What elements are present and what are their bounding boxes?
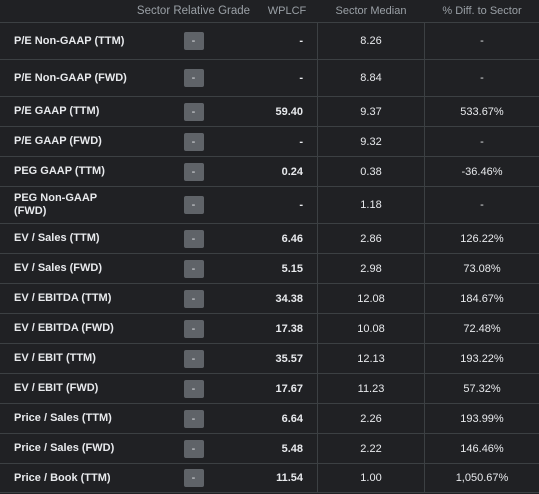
diff-value: - [480,72,484,84]
grade-badge[interactable]: - [183,319,204,338]
company-value: 11.54 [276,472,303,484]
table-row: PEG Non-GAAP (FWD) - - 1.18 - [0,186,539,223]
metric-label: EV / EBIT (FWD) [14,382,99,394]
company-value: 6.64 [281,412,303,425]
grade-badge[interactable]: - [183,409,204,428]
company-value: - [299,35,303,47]
sector-median-value: 1.18 [317,187,425,223]
table-row: P/E Non-GAAP (FWD) - - 8.84 - [0,59,539,96]
grade-badge[interactable]: - [183,132,204,151]
company-value: - [299,72,303,84]
company-value: 5.15 [281,262,303,275]
diff-value: -36.46% [461,165,503,178]
sector-median-value: 2.22 [317,434,425,463]
metric-label: Price / Sales (TTM) [14,412,112,424]
company-value: 35.57 [275,352,303,365]
table-header: Sector Relative Grade WPLCF Sector Media… [0,0,539,22]
sector-median-value: 10.08 [317,314,425,343]
metric-label: P/E GAAP (FWD) [14,135,102,147]
diff-value: 73.08% [463,262,501,275]
sector-median-value: 8.26 [317,23,425,59]
grade-badge[interactable]: - [183,439,204,458]
diff-value: 126.22% [460,232,504,245]
metric-label: EV / EBITDA (TTM) [14,292,112,304]
sector-median-value: 0.38 [317,157,425,186]
sector-median-value: 2.86 [317,224,425,253]
table-row: EV / Sales (FWD) - 5.15 2.98 73.08% [0,253,539,283]
metric-label: PEG GAAP (TTM) [14,165,105,177]
company-value: 17.38 [275,322,303,335]
company-value: 0.24 [281,165,303,178]
diff-value: - [480,135,484,148]
header-sector-median[interactable]: Sector Median [335,5,407,17]
sector-median-value: 9.32 [317,127,425,156]
diff-value: - [480,199,484,211]
header-diff-to-sector[interactable]: % Diff. to Sector [442,5,522,17]
diff-value: 72.48% [463,322,501,335]
metric-label: P/E Non-GAAP (TTM) [14,34,125,47]
sector-median-value: 12.08 [317,284,425,313]
diff-value: 1,050.67% [455,472,509,484]
sector-median-value: 2.26 [317,404,425,433]
grade-badge[interactable]: - [183,289,204,308]
table-row: EV / EBITDA (TTM) - 34.38 12.08 184.67% [0,283,539,313]
diff-value: 184.67% [460,292,504,305]
sector-median-value: 9.37 [317,97,425,126]
metric-label: EV / EBITDA (FWD) [14,322,114,334]
metric-label: EV / Sales (TTM) [14,232,100,244]
table-row: EV / Sales (TTM) - 6.46 2.86 126.22% [0,223,539,253]
sector-median-value: 8.84 [317,60,425,96]
grade-badge[interactable]: - [183,102,204,121]
header-sector-relative-grade[interactable]: Sector Relative Grade [136,5,251,17]
metric-label: P/E GAAP (TTM) [14,105,100,117]
metric-label: P/E Non-GAAP (FWD) [14,71,127,84]
company-value: 34.38 [275,292,303,305]
grade-badge[interactable]: - [183,32,204,50]
sector-median-value: 12.13 [317,344,425,373]
sector-median-value: 2.98 [317,254,425,283]
diff-value: 193.22% [460,352,504,365]
table-row: P/E Non-GAAP (TTM) - - 8.26 - [0,22,539,59]
metric-label: EV / Sales (FWD) [14,262,103,274]
table-row: EV / EBIT (TTM) - 35.57 12.13 193.22% [0,343,539,373]
metric-label: PEG Non-GAAP (FWD) [14,192,97,217]
company-value: - [299,199,303,211]
sector-median-value: 11.23 [317,374,425,403]
diff-value: - [480,35,484,47]
company-value: 59.40 [275,105,303,118]
grade-badge[interactable]: - [183,69,204,87]
table-row: P/E GAAP (TTM) - 59.40 9.37 533.67% [0,96,539,126]
grade-badge[interactable]: - [183,162,204,181]
table-row: Price / Sales (TTM) - 6.64 2.26 193.99% [0,403,539,433]
sector-median-value: 1.00 [317,464,425,492]
metric-label: Price / Book (TTM) [14,471,111,484]
table-row: Price / Sales (FWD) - 5.48 2.22 146.46% [0,433,539,463]
grade-badge[interactable]: - [183,379,204,398]
grade-badge[interactable]: - [183,469,204,487]
table-row: P/E GAAP (FWD) - - 9.32 - [0,126,539,156]
grade-badge[interactable]: - [183,259,204,278]
grade-badge[interactable]: - [183,196,204,214]
table-row: EV / EBIT (FWD) - 17.67 11.23 57.32% [0,373,539,403]
diff-value: 193.99% [460,412,504,425]
company-value: - [299,135,303,148]
table-row: EV / EBITDA (FWD) - 17.38 10.08 72.48% [0,313,539,343]
diff-value: 57.32% [463,382,501,395]
metric-label: Price / Sales (FWD) [14,442,115,454]
company-value: 6.46 [281,232,303,245]
company-value: 5.48 [281,442,303,455]
diff-value: 533.67% [460,105,504,118]
diff-value: 146.46% [460,442,504,455]
metric-label: EV / EBIT (TTM) [14,352,96,364]
header-ticker[interactable]: WPLCF [267,5,307,17]
grade-badge[interactable]: - [183,349,204,368]
table-row: Price / Book (TTM) - 11.54 1.00 1,050.67… [0,463,539,493]
table-row: PEG GAAP (TTM) - 0.24 0.38 -36.46% [0,156,539,186]
company-value: 17.67 [275,382,303,395]
grade-badge[interactable]: - [183,229,204,248]
